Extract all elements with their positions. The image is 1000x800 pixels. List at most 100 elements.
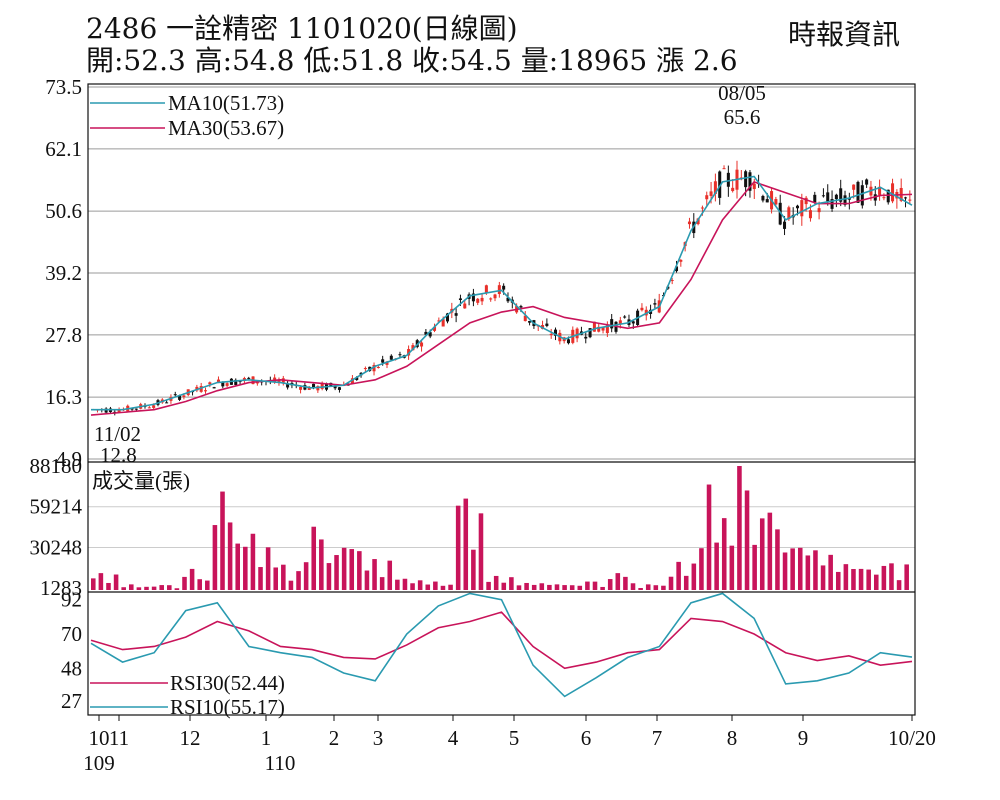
volume-bar [417,580,423,590]
candle-body [463,303,467,309]
month-label: 2 [329,726,340,750]
candle-body [817,208,821,213]
volume-bar [463,498,469,590]
candle-body [277,380,281,383]
candle-body [489,298,493,300]
volume-bar [402,578,408,590]
candle-body [679,259,683,262]
candle-body [761,195,765,201]
volume-bar [227,522,233,590]
volume-bar [623,576,628,590]
candle-body [376,367,380,369]
month-label: 10/20 [888,726,936,750]
volume-bar [752,544,757,590]
rsi-tick-label: 70 [61,622,82,646]
volume-bar [562,585,567,590]
candle-body [705,195,709,200]
candle-body [350,378,354,384]
volume-bar [106,582,111,590]
price-tick-label: 39.2 [45,261,82,285]
ma30-line [90,180,913,416]
candle-body [104,408,108,413]
candle-body [610,319,614,329]
price-tick-label: 73.5 [45,75,82,99]
volume-bar [600,586,605,590]
volume-tick-label: 88180 [30,454,83,478]
month-label: 12 [180,726,201,750]
volume-bar [113,574,119,590]
volume-bar [288,580,294,590]
candle-body [640,307,644,311]
volume-bar [547,584,552,590]
volume-bar [683,575,689,590]
candle-body [605,325,609,334]
price-tick-label: 50.6 [45,199,82,223]
volume-bar [866,569,871,590]
volume-bar [334,555,339,590]
candle-body [584,336,588,339]
candle-body [437,320,441,322]
month-label: 4 [448,726,459,750]
volume-bar [744,490,750,590]
candle-body [821,195,825,197]
volume-bar [767,512,773,590]
candle-body [528,320,532,323]
candle-body [545,323,549,326]
volume-bar [873,574,879,590]
rsi-tick-label: 92 [61,588,82,612]
volume-bar [448,584,453,590]
candle-body [774,199,778,205]
price-tick-label: 27.8 [45,323,82,347]
volume-bar [410,583,415,590]
volume-bar [775,529,780,590]
candle-body [502,285,506,290]
month-label: 8 [727,726,738,750]
candle-body [484,285,488,293]
volume-bar [645,584,651,590]
volume-bar [471,549,476,590]
volume-bar [341,547,347,590]
ma10-legend-label: MA10(51.73) [168,91,284,115]
volume-bar [258,567,263,590]
volume-bar [896,580,902,590]
volume-bar [797,547,803,590]
month-label: 1 [261,726,272,750]
volume-bar [554,584,560,590]
volume-bar [121,587,126,590]
candle-body [385,361,389,365]
month-label: 7 [652,726,663,750]
volume-bar [136,587,142,590]
candle-body [813,194,817,203]
candle-body [247,377,251,379]
candle-body [208,382,212,385]
volume-bar [144,586,149,590]
candle-body [843,195,847,205]
volume-bar [425,584,431,590]
candle-body [878,186,882,195]
volume-bar [326,563,332,590]
volume-bar [91,578,96,590]
candle-body [471,293,475,302]
candle-body [787,207,791,220]
candle-body [255,382,259,384]
candle-body [165,402,169,404]
volume-bar [759,518,765,590]
candle-body [312,383,316,388]
candle-body [718,171,722,198]
candle-body [320,383,324,389]
volume-bar [197,579,202,590]
candle-body [307,387,311,390]
price-tick-label: 4.9 [56,447,82,471]
candle-body [783,221,787,229]
candle-body [199,386,203,392]
candle-body [687,221,691,225]
volume-bar [455,505,461,590]
candle-body [904,197,908,199]
volume-bar [296,571,301,590]
volume-bar [311,526,317,590]
volume-bar [516,585,522,590]
volume-bar [691,563,697,590]
candle-body [722,168,726,170]
volume-bar [531,584,537,590]
candle-body [674,266,679,272]
